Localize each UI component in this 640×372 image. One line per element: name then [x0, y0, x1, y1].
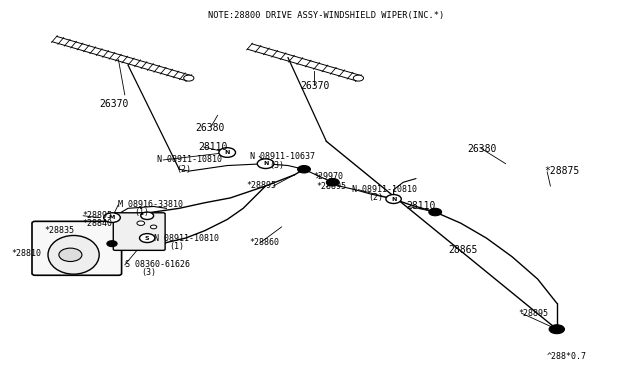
Circle shape [137, 221, 145, 225]
Circle shape [219, 148, 236, 157]
Text: 26370: 26370 [99, 99, 129, 109]
Text: N: N [225, 150, 230, 155]
Text: N 08911-10810: N 08911-10810 [352, 185, 417, 194]
Text: NOTE:28800 DRIVE ASSY-WINDSHIELD WIPER(INC.*): NOTE:28800 DRIVE ASSY-WINDSHIELD WIPER(I… [208, 11, 444, 20]
Circle shape [429, 208, 442, 216]
Circle shape [107, 241, 117, 247]
Circle shape [298, 166, 310, 173]
Text: 26380: 26380 [195, 124, 225, 133]
Text: *28895: *28895 [518, 309, 548, 318]
Text: N 08911-10810: N 08911-10810 [157, 155, 222, 164]
Circle shape [150, 225, 157, 229]
Text: (2): (2) [176, 165, 191, 174]
Circle shape [326, 179, 339, 186]
Text: (1): (1) [170, 242, 184, 251]
Text: (3): (3) [269, 161, 284, 170]
Circle shape [257, 159, 274, 169]
Text: *28840: *28840 [82, 219, 112, 228]
Text: N 08911-10637: N 08911-10637 [250, 152, 315, 161]
Text: ^288*0.7: ^288*0.7 [547, 352, 588, 361]
Circle shape [549, 325, 564, 334]
Circle shape [386, 195, 401, 203]
Circle shape [104, 213, 120, 222]
Text: *28835: *28835 [45, 226, 75, 235]
Text: (2): (2) [368, 193, 383, 202]
Text: *28875: *28875 [544, 166, 579, 176]
Circle shape [184, 75, 194, 81]
Text: N: N [391, 196, 396, 202]
Circle shape [141, 212, 154, 219]
Text: S: S [145, 235, 150, 241]
Ellipse shape [48, 235, 99, 274]
Text: (3): (3) [141, 268, 156, 277]
Text: 28865: 28865 [448, 245, 477, 255]
Text: 28110: 28110 [406, 202, 436, 211]
Circle shape [140, 234, 155, 243]
Text: 26380: 26380 [467, 144, 497, 154]
Text: 26370: 26370 [301, 81, 330, 90]
FancyBboxPatch shape [32, 221, 122, 275]
Text: (1): (1) [134, 208, 149, 217]
Circle shape [353, 75, 364, 81]
Text: S 08360-61626: S 08360-61626 [125, 260, 190, 269]
Text: *29970: *29970 [314, 172, 344, 181]
FancyBboxPatch shape [113, 213, 165, 250]
Text: 28110: 28110 [198, 142, 228, 152]
Text: *28895: *28895 [246, 182, 276, 190]
Circle shape [59, 248, 82, 262]
Text: *28895: *28895 [317, 182, 347, 191]
Text: N 08911-10810: N 08911-10810 [154, 234, 219, 243]
Text: N: N [263, 161, 268, 166]
Text: *28860: *28860 [250, 238, 280, 247]
Text: *28810: *28810 [12, 249, 42, 258]
Text: *28895: *28895 [82, 211, 112, 220]
Text: M: M [109, 215, 115, 220]
Text: M 08916-33810: M 08916-33810 [118, 200, 184, 209]
